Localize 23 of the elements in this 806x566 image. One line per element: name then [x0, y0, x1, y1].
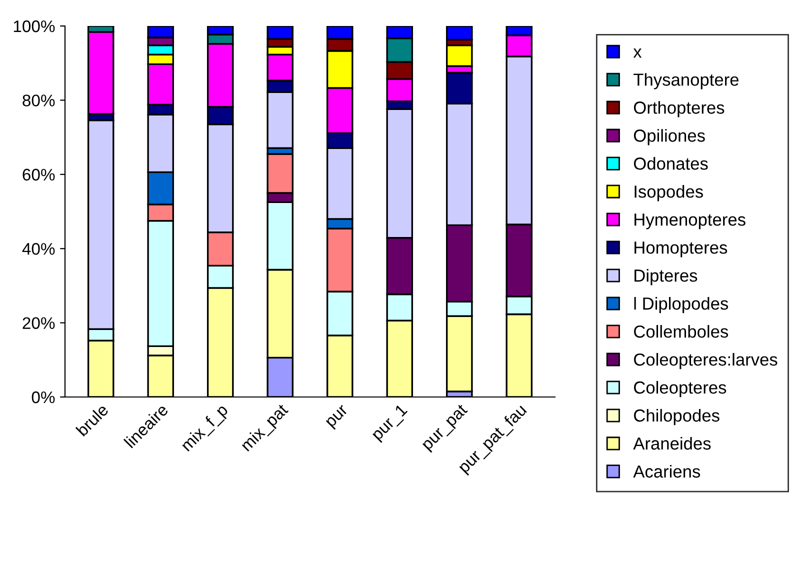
legend-label: Orthopteres: [634, 101, 724, 118]
legend-label: Araneides: [633, 436, 711, 450]
legend-label: l Diplopodes: [634, 297, 728, 314]
legend-label: Dipteres: [634, 269, 698, 286]
legend-label: x: [633, 48, 642, 58]
legend-label: Chilopodes: [634, 408, 720, 426]
y-tick-label: 20%: [22, 317, 55, 330]
y-tick-label: 40%: [22, 243, 55, 255]
y-tick-label: 100%: [14, 20, 55, 32]
legend-label: Thysanoptere: [634, 73, 739, 90]
legend-label: Collemboles: [634, 324, 728, 338]
x-tick-label: pur: [326, 404, 351, 430]
legend-label: Homopteres: [634, 242, 728, 258]
legend-label: Isopodes: [634, 185, 703, 202]
legend-label: Coleopteres:larves: [634, 352, 778, 370]
legend-label: Coleopteres: [634, 380, 726, 398]
y-tick-label: 60%: [22, 168, 55, 181]
legend-label: Opiliones: [634, 129, 705, 146]
legend-label: Odonates: [634, 157, 708, 170]
y-tick-label: 0%: [32, 391, 55, 404]
legend-label: Hymenopteres: [634, 214, 746, 230]
legend-label: Acariens: [633, 464, 700, 478]
y-tick-label: 80%: [22, 94, 55, 106]
